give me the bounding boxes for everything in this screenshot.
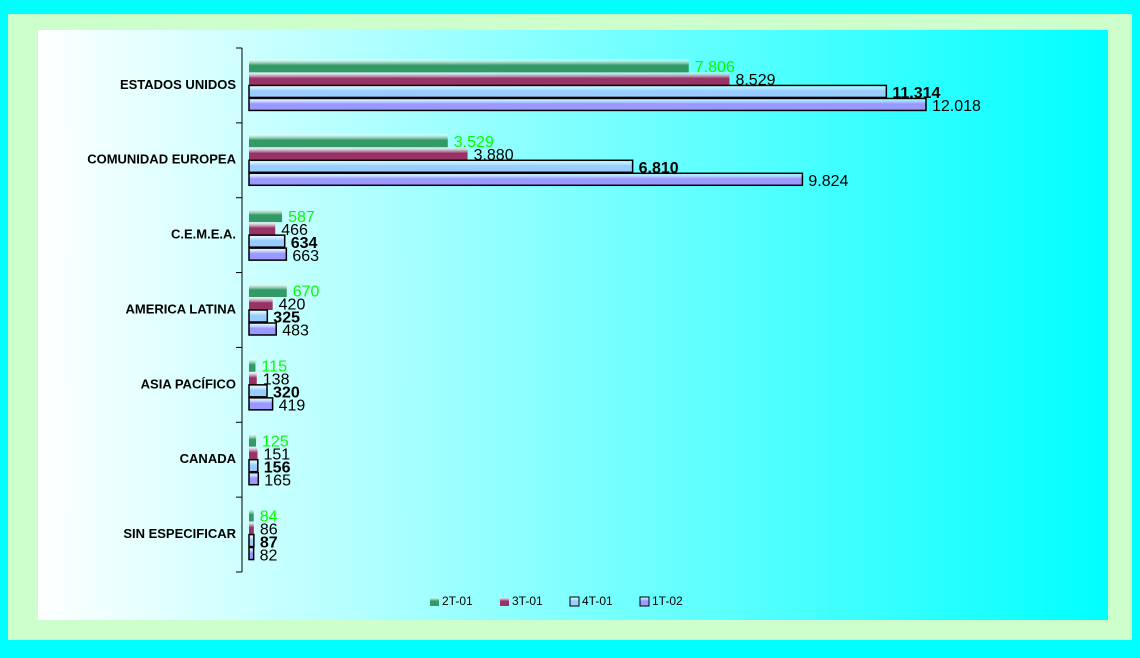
bar — [248, 247, 288, 261]
value-label: 9.824 — [808, 173, 848, 190]
category-label: C.E.M.E.A. — [171, 227, 236, 242]
bar — [249, 433, 257, 447]
legend-swatch — [430, 597, 439, 606]
bar — [249, 508, 254, 522]
bar — [248, 84, 888, 99]
value-label: 151 — [264, 446, 291, 463]
legend-label: 1T-02 — [652, 594, 683, 608]
category-label: ASIA PACÍFICO — [141, 376, 236, 391]
bar — [249, 72, 730, 86]
category-label: AMERICA LATINA — [126, 301, 237, 316]
bar — [248, 172, 804, 187]
value-label: 138 — [263, 372, 290, 389]
category-label: ESTADOS UNIDOS — [120, 77, 236, 92]
value-label: 483 — [282, 323, 309, 340]
bar — [248, 471, 260, 486]
value-label: 165 — [264, 472, 291, 489]
bar — [248, 546, 255, 561]
value-label: 320 — [273, 385, 300, 402]
bar — [248, 533, 255, 548]
bar — [249, 358, 256, 372]
value-label: 663 — [292, 248, 319, 265]
bar — [248, 384, 268, 398]
category-label: SIN ESPECIFICAR — [123, 526, 236, 541]
value-label: 84 — [260, 508, 278, 525]
value-label: 420 — [279, 297, 306, 314]
bar — [248, 397, 274, 411]
value-label: 587 — [288, 209, 315, 226]
value-label: 3.529 — [454, 134, 494, 151]
bar — [248, 97, 927, 112]
legend-swatch — [500, 597, 509, 606]
bar — [249, 59, 689, 73]
value-label: 7.806 — [695, 59, 735, 76]
bar — [249, 222, 276, 236]
legend-label: 4T-01 — [582, 594, 613, 608]
value-label: 125 — [262, 433, 289, 450]
legend-swatch — [569, 596, 580, 607]
category-label: CANADA — [180, 451, 237, 466]
value-label: 419 — [279, 398, 306, 415]
value-label: 670 — [293, 284, 320, 301]
value-label: 87 — [260, 534, 278, 551]
bar — [248, 234, 286, 248]
category-label: COMUNIDAD EUROPEA — [87, 152, 236, 167]
value-label: 86 — [260, 521, 278, 538]
bar — [248, 159, 634, 174]
bar — [249, 134, 448, 148]
value-label: 115 — [261, 359, 287, 376]
bar — [248, 322, 277, 336]
value-label: 466 — [281, 222, 308, 239]
bar — [249, 371, 257, 385]
value-label: 634 — [291, 235, 318, 252]
legend-label: 2T-01 — [442, 594, 473, 608]
bar — [248, 309, 269, 323]
bar — [249, 147, 468, 161]
value-label: 82 — [260, 547, 278, 564]
bar — [249, 521, 254, 535]
bar — [248, 458, 259, 473]
bar — [249, 297, 273, 310]
legend-label: 3T-01 — [512, 594, 543, 608]
bar — [249, 209, 283, 223]
value-label: 156 — [264, 459, 291, 476]
bar — [249, 446, 258, 460]
plot-area — [38, 30, 1108, 620]
legend-swatch — [639, 596, 650, 607]
value-label: 325 — [273, 310, 300, 327]
bar — [249, 284, 287, 297]
value-label: 12.018 — [932, 98, 981, 115]
